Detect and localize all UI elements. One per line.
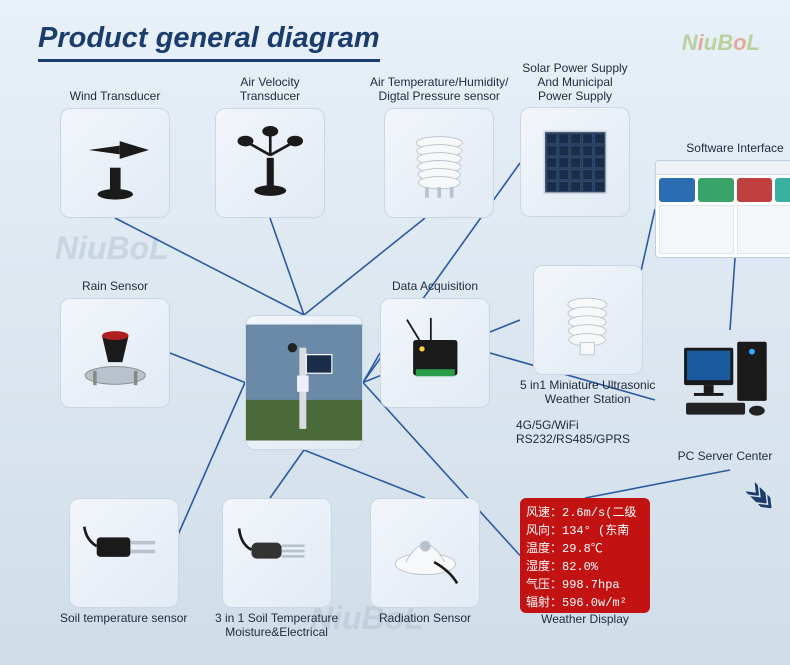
diagram-title: Product general diagram — [38, 22, 380, 62]
node-wind-transducer: Wind Transducer — [60, 90, 170, 222]
node-air-temp-hum: Air Temperature/Humidity/ Digtal Pressur… — [370, 76, 509, 222]
node-label: PC Server Center — [655, 450, 790, 464]
node-software: Software Interface — [655, 142, 790, 258]
node-radiation: Radiation Sensor — [370, 498, 480, 626]
anemometer-tile — [215, 108, 325, 218]
node-label: Soil temperature sensor — [60, 612, 187, 626]
node-label: Wind Transducer — [60, 90, 170, 104]
radiation-dome-tile — [370, 498, 480, 608]
ultrasonic-tile — [533, 265, 643, 375]
watermark-brand: NiuBoL — [682, 30, 760, 56]
node-label: Rain Sensor — [60, 280, 170, 294]
radiation-shield-tile — [384, 108, 494, 218]
node-ultrasonic: 5 in1 Miniature Ultrasonic Weather Stati… — [520, 265, 655, 407]
chevron-down-icon: »» — [736, 471, 773, 508]
node-label: Data Acquisition — [380, 280, 490, 294]
node-rain: Rain Sensor — [60, 280, 170, 412]
node-weather-display: 风速：2.6m/s(二级风向：134° (东南温度：29.8℃湿度：82.0%气… — [520, 498, 650, 627]
node-label: 5 in1 Miniature Ultrasonic Weather Stati… — [520, 379, 655, 407]
wind-vane-tile — [60, 108, 170, 218]
node-label: Radiation Sensor — [370, 612, 480, 626]
protocol-label: 4G/5G/WiFi RS232/RS485/GPRS — [516, 418, 630, 447]
node-label: Air Velocity Transducer — [215, 76, 325, 104]
node-label: 3 in 1 Soil Temperature Moisture&Electri… — [215, 612, 338, 640]
node-label: Software Interface — [665, 142, 790, 156]
led-display: 风速：2.6m/s(二级风向：134° (东南温度：29.8℃湿度：82.0%气… — [520, 498, 650, 613]
node-label: Solar Power Supply And Municipal Power S… — [520, 62, 630, 103]
pc-illustration — [655, 330, 790, 450]
soil-probe-1-tile — [69, 498, 179, 608]
hub-station — [245, 315, 363, 450]
soil-probe-2-tile — [222, 498, 332, 608]
node-hub — [245, 315, 363, 454]
rain-gauge-tile — [60, 298, 170, 408]
node-soil-3in1: 3 in 1 Soil Temperature Moisture&Electri… — [215, 498, 338, 640]
node-soil-temp: Soil temperature sensor — [60, 498, 187, 626]
solar-panel-tile — [520, 107, 630, 217]
node-pc-server: PC Server Center — [655, 330, 790, 464]
node-label: Air Temperature/Humidity/ Digtal Pressur… — [370, 76, 509, 104]
software-interface-preview — [655, 160, 790, 258]
node-air-velocity: Air Velocity Transducer — [215, 76, 325, 222]
node-data-acq: Data Acquisition — [380, 280, 490, 412]
watermark: NiuBoL — [55, 230, 169, 267]
node-label: Weather Display — [520, 613, 650, 627]
node-solar-power: Solar Power Supply And Municipal Power S… — [520, 62, 630, 221]
data-logger-tile — [380, 298, 490, 408]
